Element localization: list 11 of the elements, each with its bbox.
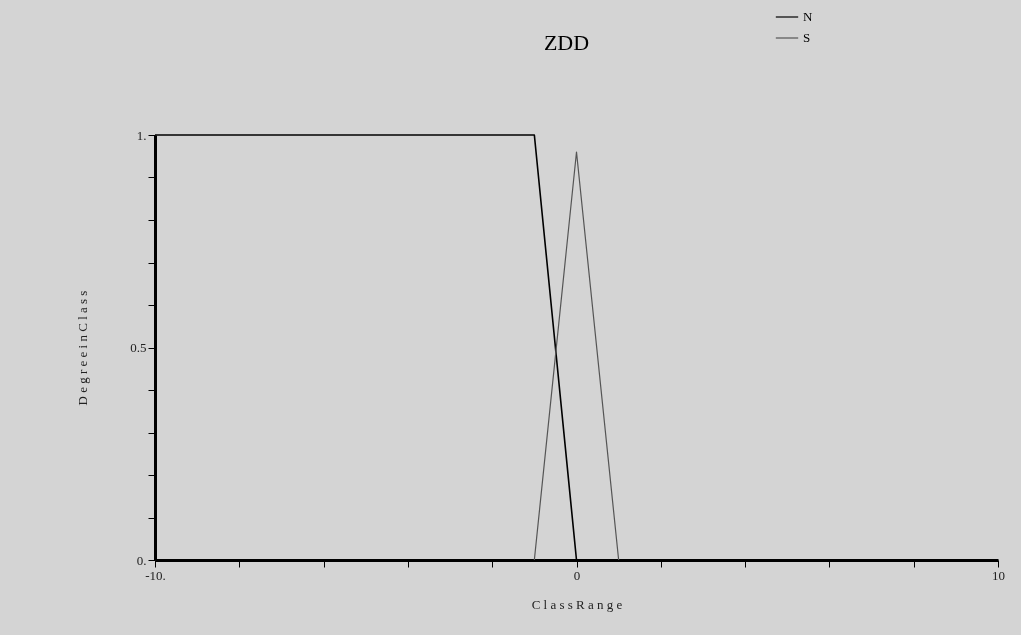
y-tick-label: 1.: [136, 127, 147, 143]
y-tick-label: 0.: [136, 552, 147, 568]
chart-title: ZDD: [543, 30, 590, 55]
x-tick-label: -10.: [145, 567, 166, 583]
y-tick-label: 0.5: [130, 340, 147, 355]
legend-label: N: [803, 9, 813, 24]
legend-label: S: [803, 30, 811, 45]
x-tick-label: 10: [992, 567, 1005, 583]
y-axis-title: D e g r e e i n C l a s s: [75, 290, 91, 406]
x-axis-title: C l a s s R a n g e: [531, 596, 623, 612]
x-tick-label: 0: [573, 567, 581, 583]
